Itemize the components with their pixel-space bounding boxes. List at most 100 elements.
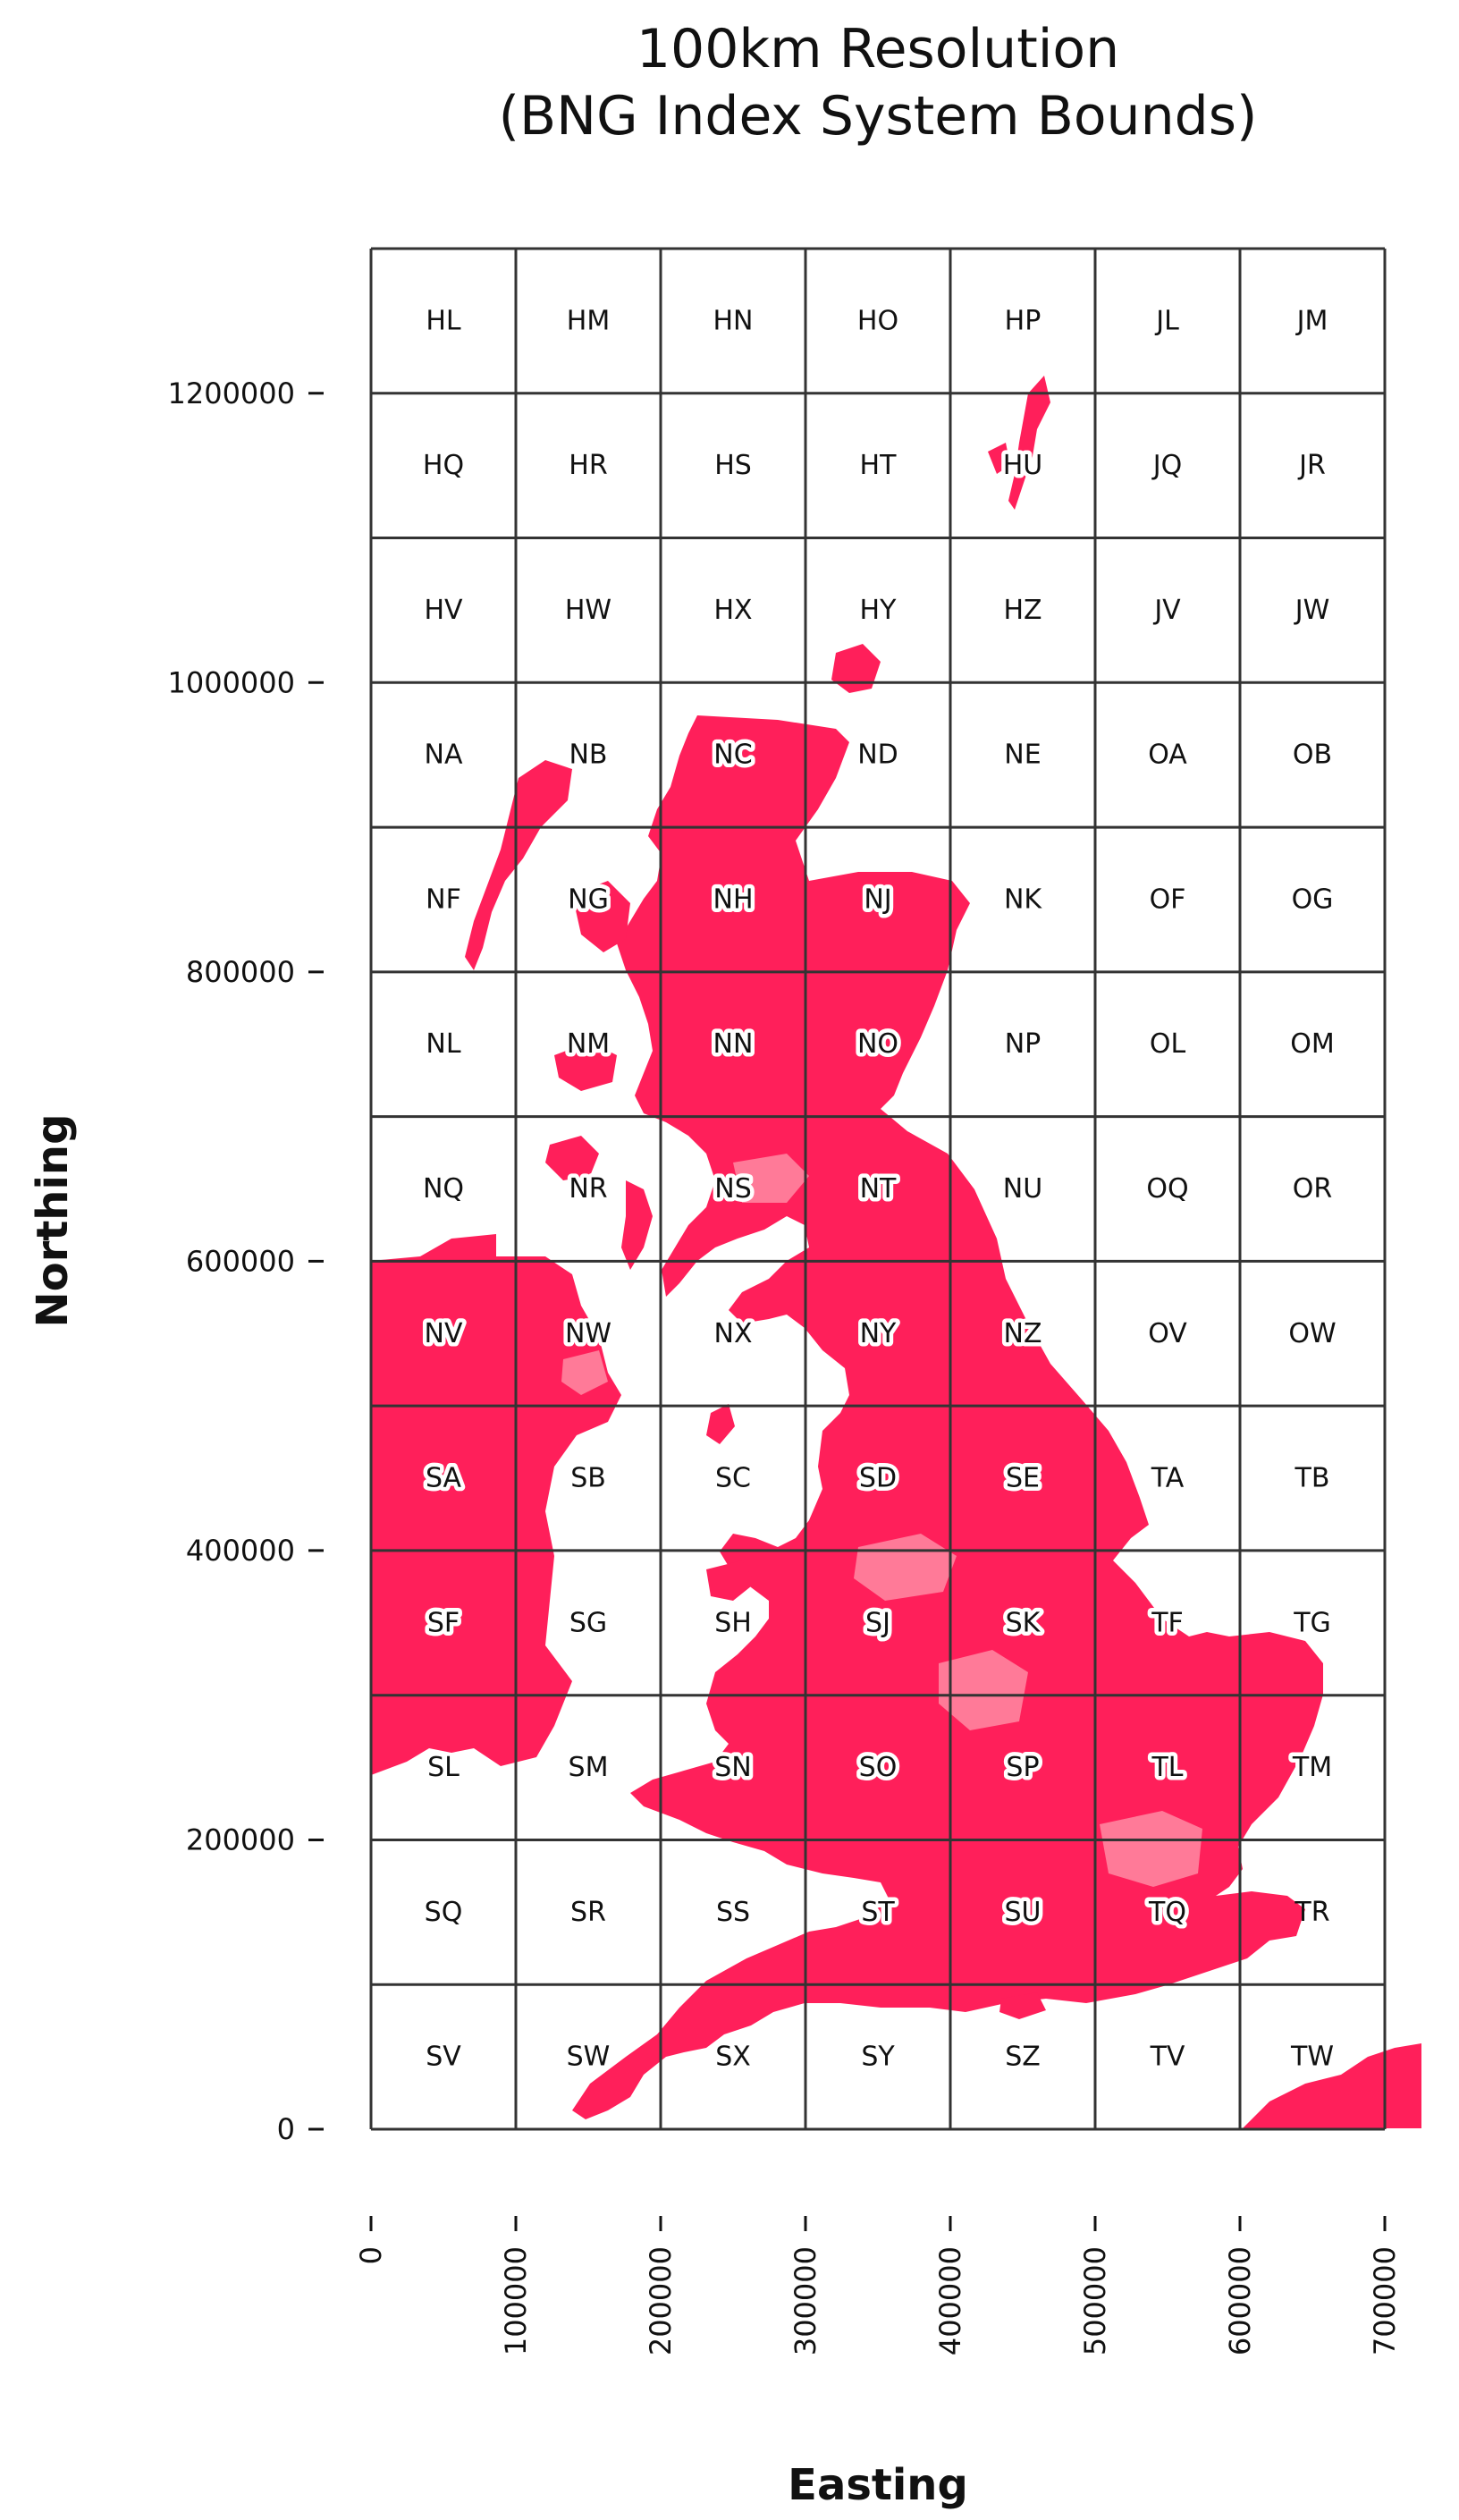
cell-label-hp: HP xyxy=(1005,305,1042,336)
cell-label-ho: HO xyxy=(857,305,898,336)
cell-label-hq: HQ xyxy=(423,450,464,481)
orkney-landmass xyxy=(831,644,881,693)
cell-label-sy: SY xyxy=(861,2042,895,2073)
y-tick-label: 200000 xyxy=(186,1822,295,1856)
cell-label-nb: NB xyxy=(569,740,607,771)
cell-label-su: SU xyxy=(1004,1897,1041,1928)
cell-label-sf: SF xyxy=(427,1607,460,1638)
cell-label-ow: OW xyxy=(1288,1318,1336,1349)
cell-label-jw: JW xyxy=(1294,595,1330,626)
shetland-landmass xyxy=(1008,376,1050,510)
cell-label-sw: SW xyxy=(567,2042,611,2073)
cell-label-sl: SL xyxy=(427,1752,460,1783)
cell-label-of: OF xyxy=(1150,884,1186,915)
cell-label-ol: OL xyxy=(1150,1028,1186,1060)
cell-label-sm: SM xyxy=(569,1752,609,1783)
cell-label-st: ST xyxy=(861,1897,895,1928)
x-tick-label: 600000 xyxy=(1223,2246,1257,2355)
cell-label-ov: OV xyxy=(1148,1318,1187,1349)
cell-label-tv: TV xyxy=(1150,2042,1185,2073)
cell-label-sz: SZ xyxy=(1005,2042,1041,2073)
y-axis: 0 200000 400000 600000 800000 1000000 1200000 xyxy=(167,376,324,2146)
cell-label-nv: NV xyxy=(425,1318,463,1349)
cell-label-so: SO xyxy=(859,1752,898,1783)
cell-label-ob: OB xyxy=(1293,740,1332,771)
cell-label-sa: SA xyxy=(426,1463,462,1494)
cell-label-hw: HW xyxy=(565,595,611,626)
landmass-layer xyxy=(371,376,1421,2128)
cell-label-sq: SQ xyxy=(425,1897,463,1928)
x-tick-label: 300000 xyxy=(789,2246,822,2355)
cell-label-nl: NL xyxy=(426,1028,460,1060)
cell-label-nn: NN xyxy=(713,1028,754,1060)
cell-label-sp: SP xyxy=(1006,1752,1039,1783)
y-tick-label: 800000 xyxy=(186,955,295,989)
anglesey-landmass xyxy=(706,1560,755,1601)
x-tick-label: 400000 xyxy=(933,2246,967,2355)
cell-label-oa: OA xyxy=(1148,740,1187,771)
x-axis: 0 100000 200000 300000 400000 500000 600000 700… xyxy=(354,2216,1402,2355)
cell-label-na: NA xyxy=(425,740,463,771)
cell-label-nq: NQ xyxy=(423,1173,464,1205)
cell-label-nz: NZ xyxy=(1004,1318,1042,1349)
cell-label-nj: NJ xyxy=(864,884,891,915)
cell-label-tb: TB xyxy=(1295,1463,1330,1494)
cell-label-ng: NG xyxy=(568,884,609,915)
x-tick-label: 700000 xyxy=(1368,2246,1402,2355)
y-tick-label: 1000000 xyxy=(167,665,295,699)
cell-label-oq: OQ xyxy=(1146,1173,1188,1205)
cell-label-sx: SX xyxy=(715,2042,751,2073)
cell-label-nm: NM xyxy=(567,1028,610,1060)
cell-label-ns: NS xyxy=(714,1173,751,1205)
cell-label-hn: HN xyxy=(713,305,754,336)
urban-area-dublin xyxy=(561,1350,608,1395)
cell-label-sn: SN xyxy=(714,1752,751,1783)
cell-label-hy: HY xyxy=(860,595,898,626)
urban-area-london xyxy=(1100,1811,1202,1887)
cell-label-ta: TA xyxy=(1151,1463,1185,1494)
cell-label-nu: NU xyxy=(1003,1173,1042,1205)
cell-label-ny: NY xyxy=(860,1318,897,1349)
x-tick-label: 0 xyxy=(354,2246,388,2264)
cell-label-sk: SK xyxy=(1006,1607,1042,1638)
x-tick-label: 200000 xyxy=(644,2246,678,2355)
urban-area-midlands xyxy=(939,1650,1028,1730)
cell-label-no: NO xyxy=(857,1028,898,1060)
y-tick-label: 600000 xyxy=(186,1244,295,1278)
cell-label-tw: TW xyxy=(1290,2042,1334,2073)
y-axis-title: Northing xyxy=(28,1114,78,1328)
cell-label-sh: SH xyxy=(714,1607,752,1638)
cell-label-hx: HX xyxy=(713,595,752,626)
chart-title-line2: (BNG Index System Bounds) xyxy=(499,85,1258,148)
islay-landmass xyxy=(545,1136,599,1180)
cell-label-hv: HV xyxy=(424,595,463,626)
isle-of-wight-landmass xyxy=(999,1992,1046,2019)
cell-label-tq: TQ xyxy=(1148,1897,1186,1928)
cell-label-nr: NR xyxy=(569,1173,607,1205)
cell-label-nh: NH xyxy=(713,884,754,915)
great-britain-landmass xyxy=(572,715,1323,2119)
cell-label-tr: TR xyxy=(1294,1897,1329,1928)
kintyre-landmass xyxy=(621,1180,653,1270)
x-tick-label: 100000 xyxy=(499,2246,533,2355)
cell-label-hz: HZ xyxy=(1003,595,1042,626)
cell-label-jr: JR xyxy=(1297,450,1326,481)
cell-label-jq: JQ xyxy=(1151,450,1182,481)
cell-label-jv: JV xyxy=(1152,595,1181,626)
cell-label-sj: SJ xyxy=(865,1607,890,1638)
cell-label-hl: HL xyxy=(426,305,461,336)
skye-landmass xyxy=(572,881,630,952)
cell-label-sg: SG xyxy=(569,1607,607,1638)
cell-label-jm: JM xyxy=(1295,305,1328,336)
cell-label-se: SE xyxy=(1006,1463,1040,1494)
cell-label-sr: SR xyxy=(570,1897,606,1928)
cell-label-ne: NE xyxy=(1004,740,1041,771)
ireland-landmass xyxy=(371,1234,621,1775)
x-tick-label: 500000 xyxy=(1078,2246,1112,2355)
cell-label-jl: JL xyxy=(1154,305,1179,336)
outer-hebrides-landmass xyxy=(465,760,572,970)
cell-label-nk: NK xyxy=(1004,884,1042,915)
y-tick-label: 1200000 xyxy=(167,376,295,410)
cell-label-nx: NX xyxy=(714,1318,753,1349)
